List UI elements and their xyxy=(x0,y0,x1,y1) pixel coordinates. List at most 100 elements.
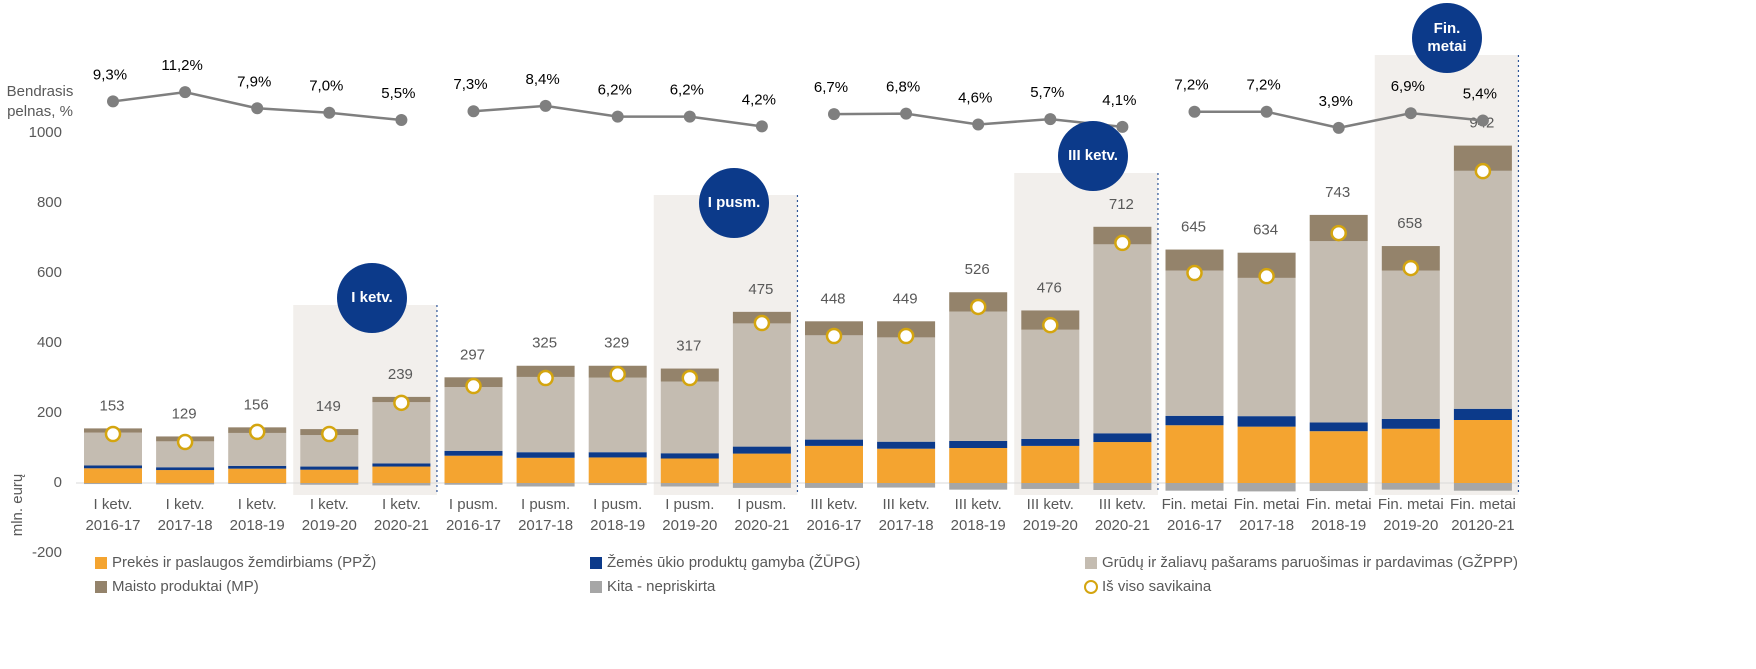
x-tick-label: 2019-20 xyxy=(1023,517,1078,534)
bar-segment xyxy=(949,448,1008,483)
bar-segment xyxy=(1381,428,1440,483)
x-tick-label: 2017-18 xyxy=(158,517,213,534)
bar-segment xyxy=(228,468,287,483)
total-label: 156 xyxy=(244,396,269,413)
bar-segment xyxy=(84,483,142,485)
margin-point xyxy=(467,105,480,118)
cost-marker xyxy=(1258,267,1275,285)
total-label: 634 xyxy=(1253,222,1278,239)
bar-segment xyxy=(1093,442,1152,483)
cost-marker xyxy=(465,377,482,395)
x-tick-label: III ketv. xyxy=(1027,496,1074,513)
margin-point xyxy=(395,114,408,127)
x-tick-label: III ketv. xyxy=(1099,496,1146,513)
bar-segment xyxy=(877,441,936,449)
bar-segment xyxy=(732,323,791,447)
legend-swatch xyxy=(590,557,602,569)
x-tick-label: I ketv. xyxy=(310,496,349,513)
legend-swatch xyxy=(95,557,107,569)
margin-label: 4,6% xyxy=(958,89,992,106)
cost-marker xyxy=(248,423,266,441)
total-label: 297 xyxy=(460,346,485,363)
annotation-text: I ketv. xyxy=(351,289,392,306)
margin-label: 3,9% xyxy=(1319,93,1353,110)
bar-segment xyxy=(516,457,575,483)
margin-label: 7,2% xyxy=(1246,77,1280,94)
margin-label: 4,2% xyxy=(742,91,776,108)
y2-axis-label: pelnas, % xyxy=(7,103,73,120)
total-label: 658 xyxy=(1397,215,1422,232)
x-tick-label: I pusm. xyxy=(737,496,786,513)
annotation-badge xyxy=(1058,121,1128,191)
margin-point xyxy=(179,86,192,99)
bar-segment xyxy=(660,458,719,483)
total-label: 153 xyxy=(99,397,124,414)
margin-point xyxy=(828,108,840,121)
x-tick-label: I pusm. xyxy=(449,496,498,513)
bar-segment xyxy=(372,463,431,467)
bar-segment xyxy=(1237,426,1296,483)
margin-label: 9,3% xyxy=(93,66,127,83)
bar-segment xyxy=(84,468,142,483)
x-tick-label: 2017-18 xyxy=(879,517,934,534)
bar-segment xyxy=(1237,277,1296,417)
bar-segment xyxy=(877,483,936,488)
margin-point xyxy=(755,120,768,133)
margin-label: 5,5% xyxy=(381,85,415,102)
margin-label: 5,7% xyxy=(1030,84,1064,101)
bar-segment xyxy=(1453,170,1512,409)
x-tick-label: 2017-18 xyxy=(1239,517,1294,534)
x-tick-label: 2018-19 xyxy=(951,517,1006,534)
x-tick-label: 2020-21 xyxy=(1095,517,1150,534)
margin-point xyxy=(1332,121,1345,134)
bar-segment xyxy=(1165,249,1224,271)
bar-segment xyxy=(516,483,575,487)
legend-label: Žemės ūkio produktų gamyba (ŽŪPG) xyxy=(607,554,860,571)
x-tick-label: 2019-20 xyxy=(662,517,717,534)
x-tick-label: III ketv. xyxy=(810,496,857,513)
margin-label: 7,2% xyxy=(1174,77,1208,94)
annotation-text: I pusm. xyxy=(708,194,761,211)
bar-segment xyxy=(949,311,1008,441)
bar-segment xyxy=(1237,483,1296,492)
bar-segment xyxy=(516,452,575,458)
margin-label: 11,2% xyxy=(161,57,202,74)
cost-marker xyxy=(321,425,338,443)
bar-segment xyxy=(444,455,503,483)
x-tick-label: Fin. metai xyxy=(1306,496,1372,513)
bar-segment xyxy=(1309,422,1368,432)
bar-segment xyxy=(588,452,647,458)
y-tick-label: -200 xyxy=(32,544,62,561)
total-label: 712 xyxy=(1109,196,1134,213)
bar-segment xyxy=(805,335,863,440)
x-tick-label: 2016-17 xyxy=(806,517,861,534)
legend-label: Kita - nepriskirta xyxy=(607,578,716,595)
legend-label: Prekės ir paslaugos žemdirbiams (PPŽ) xyxy=(112,554,376,571)
margin-label: 6,8% xyxy=(886,79,920,96)
annotation-badge xyxy=(337,263,407,333)
bar-segment xyxy=(1381,270,1440,419)
cost-marker xyxy=(825,327,843,345)
bar-segment xyxy=(300,483,359,485)
bar-segment xyxy=(805,445,863,483)
x-tick-label: I ketv. xyxy=(382,496,421,513)
legend-swatch xyxy=(1085,557,1097,569)
total-label: 149 xyxy=(316,398,341,415)
bar-segment xyxy=(1021,483,1080,489)
bar-segment xyxy=(1093,483,1152,490)
bar-segment xyxy=(732,446,791,454)
margin-label: 5,4% xyxy=(1463,86,1497,103)
annotation-badge xyxy=(1412,3,1482,73)
cost-marker xyxy=(1042,316,1059,334)
margin-point xyxy=(1116,120,1129,133)
total-label: 743 xyxy=(1325,184,1350,201)
margin-point xyxy=(539,99,552,112)
margin-point xyxy=(611,110,624,123)
bar-segment xyxy=(372,402,431,464)
margin-label: 7,0% xyxy=(309,78,343,95)
x-tick-label: III ketv. xyxy=(955,496,1002,513)
cost-marker xyxy=(393,394,410,412)
bar-segment xyxy=(300,466,359,470)
bar-segment xyxy=(1021,445,1080,483)
